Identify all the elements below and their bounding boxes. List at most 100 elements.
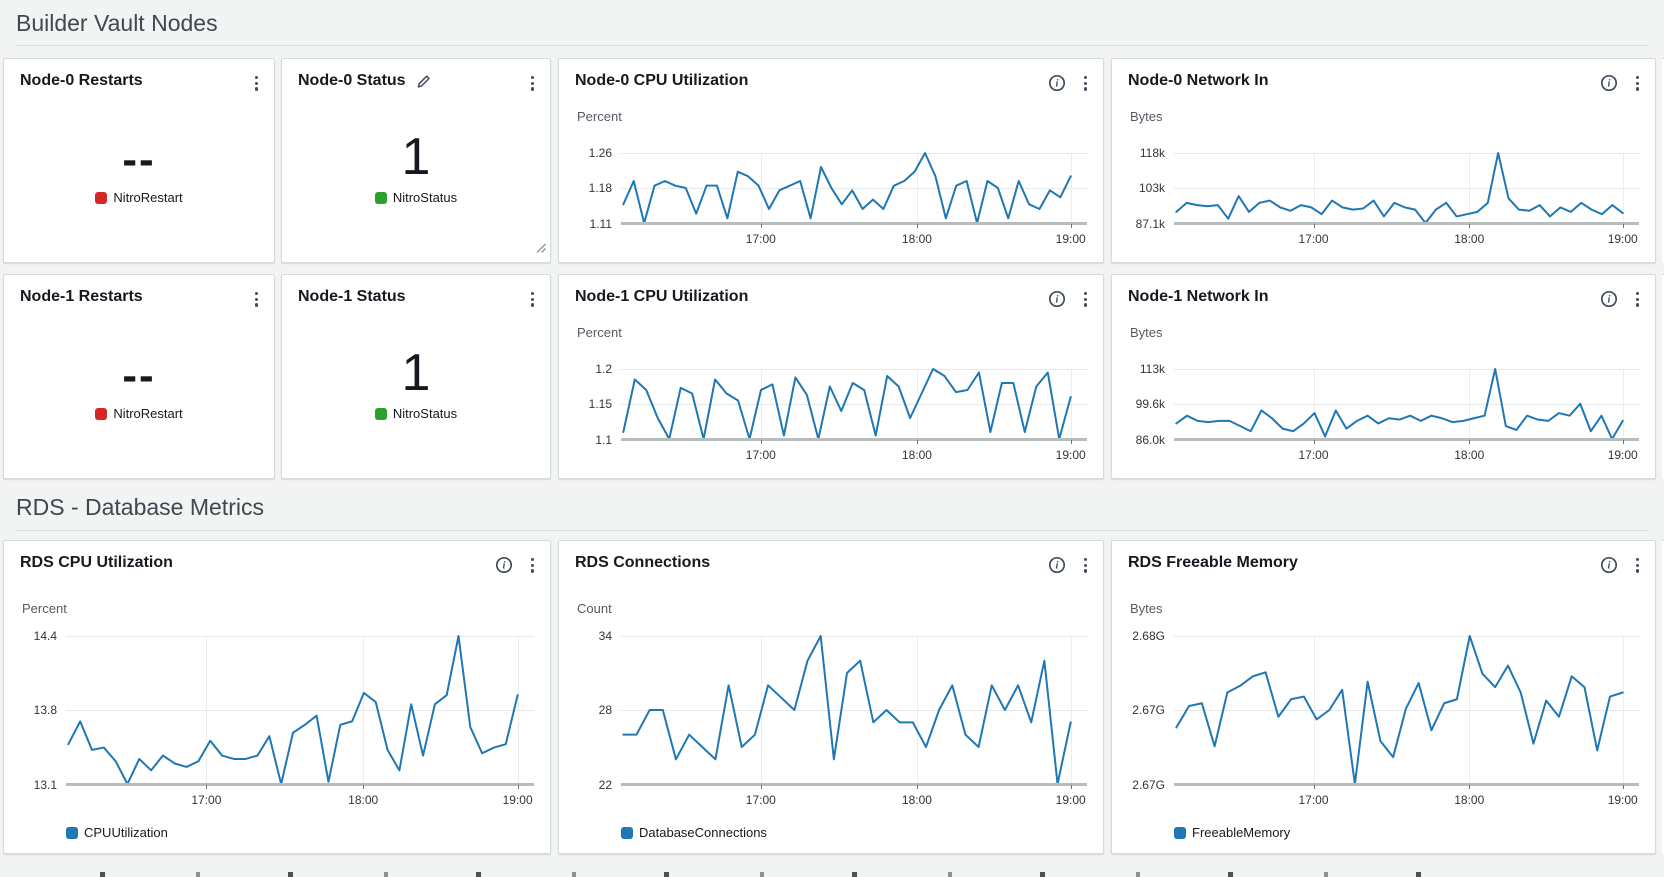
legend-dot [95,191,108,204]
legend-dot [374,191,387,204]
y-tick: 113k [1139,362,1165,376]
x-tick: 17:00 [1298,232,1329,246]
kebab-menu-icon[interactable] [1632,290,1643,309]
widget-rds-connections: RDS Connections Count 34 28 22 17:00 18:… [558,540,1104,854]
y-tick: 87.1k [1135,217,1165,231]
kebab-menu-icon[interactable] [251,74,262,93]
widget-rds-freeable-memory: RDS Freeable Memory Bytes 2.68G 2.67G 2.… [1111,540,1656,854]
widget-title: Node-0 Network In [1128,72,1269,89]
metric-value: 1 [401,344,431,402]
info-icon[interactable] [1048,556,1066,574]
widget-title: RDS Freeable Memory [1128,554,1298,571]
line-chart[interactable] [66,636,534,784]
x-tick: 19:00 [1055,232,1086,246]
kebab-menu-icon[interactable] [1080,74,1091,93]
x-tick: 18:00 [901,793,932,807]
legend-label: CPUUtilization [84,825,168,840]
line-chart[interactable] [621,369,1087,439]
widget-node1-restarts: Node-1 Restarts -- NitroRestart [3,274,275,479]
line-chart[interactable] [1174,369,1639,439]
y-axis-unit: Bytes [1130,601,1163,616]
info-icon[interactable] [1048,290,1066,308]
kebab-menu-icon[interactable] [1632,74,1643,93]
kebab-menu-icon[interactable] [1080,556,1091,575]
section-heading-rds-database-metrics: RDS - Database Metrics [16,494,264,520]
section-divider [16,530,1648,531]
widget-node1-status: Node-1 Status 1 NitroStatus [281,274,551,479]
x-tick: 17:00 [1298,793,1329,807]
metric-value: -- [122,135,156,184]
x-tick: 18:00 [901,448,932,462]
edit-pencil-icon[interactable] [416,74,431,89]
x-tick: 17:00 [745,793,776,807]
y-axis-unit: Percent [577,325,622,340]
widget-title: Node-0 Restarts [20,72,143,89]
y-tick: 34 [598,629,612,643]
widget-title: Node-1 Restarts [20,288,143,305]
info-icon[interactable] [1600,556,1618,574]
kebab-menu-icon[interactable] [251,290,262,309]
legend-dot [621,826,633,839]
x-tick: 18:00 [901,232,932,246]
widget-title: Node-0 Status [298,72,406,89]
kebab-menu-icon[interactable] [527,74,538,93]
x-tick: 17:00 [745,232,776,246]
x-tick: 17:00 [1298,448,1329,462]
legend-label: FreeableMemory [1192,825,1291,840]
kebab-menu-icon[interactable] [1080,290,1091,309]
y-axis-unit: Percent [577,109,622,124]
info-icon[interactable] [1048,74,1066,92]
x-tick: 19:00 [1055,793,1086,807]
x-tick: 18:00 [1454,793,1485,807]
widget-node0-restarts: Node-0 Restarts -- NitroRestart [3,58,275,263]
legend-dot [95,407,108,420]
legend-dot [1174,826,1186,839]
x-tick: 19:00 [1607,232,1638,246]
x-tick: 19:00 [1607,793,1638,807]
legend-dot [66,826,78,839]
x-tick: 18:00 [1454,448,1485,462]
line-chart[interactable] [621,153,1087,223]
y-tick: 1.1 [595,433,612,447]
y-tick: 86.0k [1135,433,1165,447]
y-axis-unit: Bytes [1130,325,1163,340]
widget-title: Node-1 Status [298,288,406,305]
kebab-menu-icon[interactable] [1632,556,1643,575]
metric-value: -- [122,351,156,400]
info-icon[interactable] [1600,290,1618,308]
y-tick: 1.11 [589,217,612,231]
info-icon[interactable] [495,556,513,574]
x-tick: 17:00 [191,793,222,807]
kebab-menu-icon[interactable] [527,290,538,309]
widget-title: Node-1 Network In [1128,288,1269,305]
legend-dot [374,407,387,420]
widget-node0-cpu-utilization: Node-0 CPU Utilization Percent 1.26 1.18… [558,58,1104,263]
widget-title: Node-1 CPU Utilization [575,288,749,305]
line-chart[interactable] [1174,636,1639,784]
x-tick: 18:00 [348,793,379,807]
widget-title: RDS Connections [575,554,711,571]
widget-node0-status: Node-0 Status 1 NitroStatus [281,58,551,263]
clipped-text-fragment [100,872,1496,877]
partial-widget-right-edge [1662,274,1664,479]
line-chart[interactable] [621,636,1087,784]
line-chart[interactable] [1174,153,1639,223]
partial-widget-right-edge [1662,58,1664,263]
y-tick: 99.6k [1135,397,1165,411]
y-tick: 1.2 [595,362,612,376]
resize-handle-icon[interactable] [534,241,548,260]
metric-value: 1 [401,128,431,186]
y-axis-unit: Count [577,601,612,616]
section-heading-builder-vault-nodes: Builder Vault Nodes [16,10,218,36]
y-tick: 13.8 [33,703,57,717]
section-divider [16,45,1648,46]
legend-label: DatabaseConnections [639,825,767,840]
y-tick: 118k [1139,146,1165,160]
x-tick: 17:00 [745,448,776,462]
x-tick: 19:00 [1055,448,1086,462]
x-tick: 19:00 [502,793,533,807]
widget-title: RDS CPU Utilization [20,554,173,571]
y-tick: 13.1 [33,778,57,792]
info-icon[interactable] [1600,74,1618,92]
kebab-menu-icon[interactable] [527,556,538,575]
